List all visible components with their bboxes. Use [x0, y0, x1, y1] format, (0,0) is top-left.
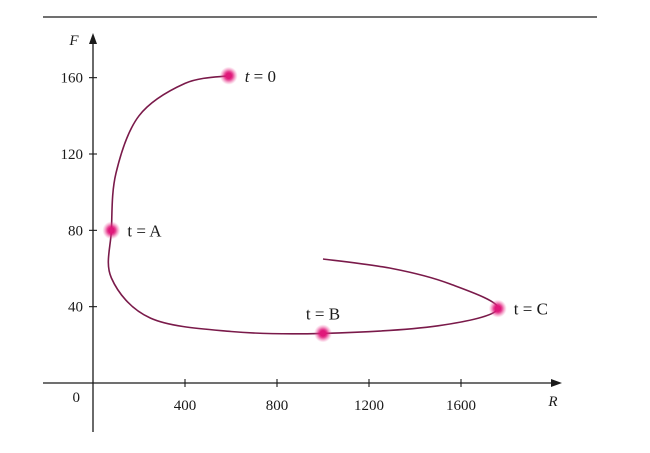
marker-tA: [108, 227, 115, 234]
x-tick-label: 800: [266, 398, 289, 414]
annotation-label-tC: t = C: [514, 300, 548, 319]
y-tick-label: 120: [61, 147, 84, 163]
annotation-label-tA: t = A: [127, 221, 162, 240]
annotation-labels: t = 0 t = A t = B t = C: [127, 67, 548, 324]
annotation-label-tB: t = B: [306, 304, 340, 323]
marker-tB: [319, 330, 327, 337]
x-axis-arrow: [551, 379, 562, 387]
y-tick-label: 80: [68, 223, 83, 239]
x-axis-label: R: [547, 394, 557, 410]
x-tick-label: 1600: [446, 398, 476, 414]
y-axis-label: F: [68, 33, 79, 49]
y-axis-arrow: [89, 33, 97, 44]
origin-label: 0: [73, 390, 81, 406]
x-tick-label: 400: [174, 398, 197, 414]
marker-t0: [225, 72, 232, 79]
marker-tC: [494, 305, 501, 312]
y-tick-label: 40: [68, 300, 83, 316]
ticks: 400 800 1200 1600 40 80 120 160: [61, 71, 477, 414]
axes: [43, 33, 562, 432]
data-curve: [107, 75, 499, 335]
x-tick-label: 1200: [354, 398, 384, 414]
markers: [102, 66, 507, 343]
y-tick-label: 160: [61, 71, 84, 87]
annotation-label-t0: t = 0: [245, 67, 276, 86]
